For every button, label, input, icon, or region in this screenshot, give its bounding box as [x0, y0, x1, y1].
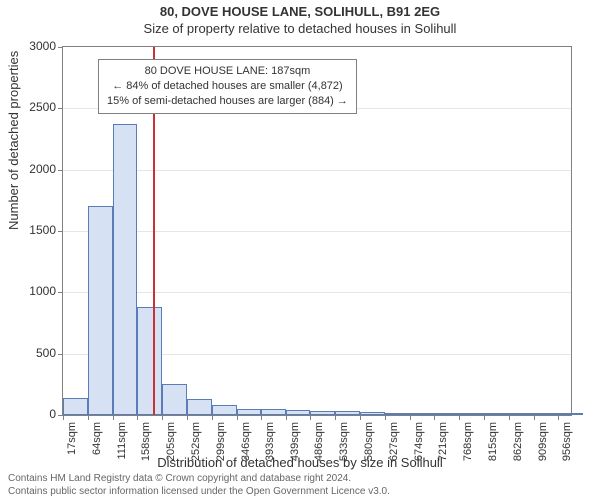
histogram-bar — [63, 398, 88, 415]
histogram-bar — [88, 206, 113, 415]
xtick — [261, 415, 262, 420]
annotation-box: 80 DOVE HOUSE LANE: 187sqm← 84% of detac… — [98, 59, 357, 114]
histogram-bar — [558, 413, 583, 415]
xtick-label: 721sqm — [437, 422, 449, 461]
xtick — [360, 415, 361, 420]
xtick-label: 486sqm — [313, 422, 325, 461]
xtick — [310, 415, 311, 420]
histogram-bar — [434, 413, 459, 415]
histogram-bar — [137, 307, 162, 415]
histogram-bar — [410, 413, 435, 415]
histogram-bar — [113, 124, 138, 415]
xtick-label: 956sqm — [561, 422, 573, 461]
xtick-label: 17sqm — [66, 422, 78, 455]
xtick — [385, 415, 386, 420]
gridline — [63, 292, 571, 293]
histogram-bar — [335, 411, 360, 415]
ytick-label: 2500 — [29, 100, 56, 114]
xtick — [484, 415, 485, 420]
ytick — [58, 170, 63, 171]
xtick-label: 439sqm — [289, 422, 301, 461]
histogram-bar — [286, 410, 311, 415]
xtick-label: 393sqm — [264, 422, 276, 461]
xtick-label: 111sqm — [116, 422, 128, 460]
histogram-bar — [261, 409, 286, 415]
xtick-label: 909sqm — [537, 422, 549, 461]
xtick — [410, 415, 411, 420]
ytick — [58, 292, 63, 293]
histogram-bar — [237, 409, 262, 415]
gridline — [63, 231, 571, 232]
xtick-label: 627sqm — [388, 422, 400, 461]
histogram-bar — [534, 413, 559, 415]
ytick-label: 0 — [49, 407, 56, 421]
page-title: 80, DOVE HOUSE LANE, SOLIHULL, B91 2EG — [0, 4, 600, 19]
annotation-line: 80 DOVE HOUSE LANE: 187sqm — [107, 64, 348, 79]
histogram-bar — [459, 413, 484, 415]
ytick-label: 1500 — [29, 223, 56, 237]
xtick — [113, 415, 114, 420]
ytick — [58, 231, 63, 232]
histogram-bar — [484, 413, 509, 415]
xtick — [187, 415, 188, 420]
xtick — [212, 415, 213, 420]
histogram-bar — [310, 411, 335, 415]
histogram-bar — [385, 413, 410, 415]
xtick — [534, 415, 535, 420]
ytick-label: 3000 — [29, 39, 56, 53]
annotation-line: ← 84% of detached houses are smaller (4,… — [107, 79, 348, 94]
ytick-label: 1000 — [29, 284, 56, 298]
xtick-label: 768sqm — [462, 422, 474, 461]
xtick — [286, 415, 287, 420]
xtick-label: 815sqm — [487, 422, 499, 461]
gridline — [63, 170, 571, 171]
xtick — [63, 415, 64, 420]
histogram-bar — [162, 384, 187, 415]
page-subtitle: Size of property relative to detached ho… — [0, 21, 600, 36]
ytick — [58, 354, 63, 355]
xtick-label: 252sqm — [190, 422, 202, 461]
xtick — [88, 415, 89, 420]
xtick — [137, 415, 138, 420]
xtick — [558, 415, 559, 420]
xtick-label: 64sqm — [91, 422, 103, 455]
xtick-label: 205sqm — [165, 422, 177, 461]
xtick — [162, 415, 163, 420]
xtick-label: 862sqm — [512, 422, 524, 461]
y-axis-label: Number of detached properties — [6, 51, 21, 230]
xtick-label: 158sqm — [140, 422, 152, 461]
attribution-text: Contains HM Land Registry data © Crown c… — [8, 473, 390, 498]
xtick-label: 580sqm — [363, 422, 375, 461]
xtick — [459, 415, 460, 420]
histogram-bar — [509, 413, 534, 415]
xtick — [509, 415, 510, 420]
chart-area: 80 DOVE HOUSE LANE: 187sqm← 84% of detac… — [62, 46, 572, 416]
xtick-label: 674sqm — [413, 422, 425, 461]
annotation-line: 15% of semi-detached houses are larger (… — [107, 94, 348, 109]
xtick — [335, 415, 336, 420]
histogram-bar — [187, 399, 212, 415]
xtick-label: 346sqm — [240, 422, 252, 461]
xtick-label: 299sqm — [215, 422, 227, 461]
xtick-label: 533sqm — [338, 422, 350, 461]
histogram-bar — [360, 412, 385, 415]
xtick — [434, 415, 435, 420]
attribution-line: Contains HM Land Registry data © Crown c… — [8, 473, 390, 486]
ytick — [58, 108, 63, 109]
ytick-label: 500 — [36, 346, 56, 360]
attribution-line: Contains public sector information licen… — [8, 486, 390, 499]
ytick — [58, 47, 63, 48]
xtick — [237, 415, 238, 420]
histogram-bar — [212, 405, 237, 415]
ytick-label: 2000 — [29, 162, 56, 176]
